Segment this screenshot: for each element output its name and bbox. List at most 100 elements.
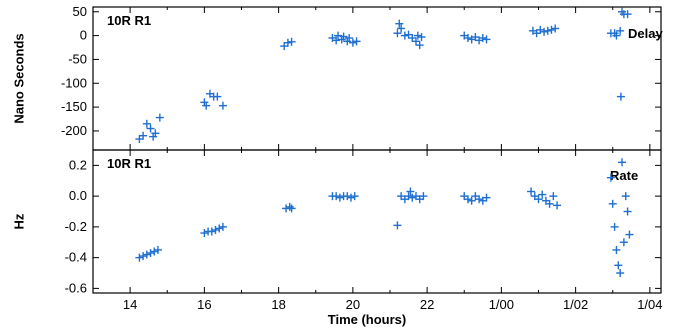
data-point bbox=[538, 190, 547, 199]
data-point bbox=[335, 193, 344, 202]
plot-frame bbox=[92, 149, 662, 294]
data-point bbox=[612, 31, 621, 40]
data-point bbox=[608, 199, 617, 208]
data-point bbox=[411, 37, 420, 46]
data-point bbox=[397, 24, 406, 33]
data-point bbox=[482, 35, 491, 44]
data-point bbox=[345, 33, 354, 42]
data-point bbox=[393, 29, 402, 38]
data-point bbox=[482, 193, 491, 202]
data-point bbox=[287, 204, 296, 213]
data-point bbox=[616, 92, 625, 101]
data-point bbox=[536, 25, 545, 34]
data-point bbox=[543, 26, 552, 35]
data-point bbox=[287, 37, 296, 46]
data-point bbox=[475, 195, 484, 204]
data-point bbox=[343, 192, 352, 201]
panel-rate: 0.2 0.0 -0.2 -0.4 -0.6 14 16 18 20 22 1/00 1/02 1/04… bbox=[11, 149, 663, 327]
data-point bbox=[142, 250, 151, 259]
y-tick-label: -0.2 bbox=[65, 219, 87, 234]
x-tick-label: 16 bbox=[197, 297, 211, 312]
panel-delay: 50 0 -50 -100 -150 -200 Nano Seconds 10R R1 Dela… bbox=[11, 4, 663, 151]
x-tick-label: 1/04 bbox=[637, 297, 662, 312]
data-point bbox=[283, 38, 292, 47]
y-tick-label: -100 bbox=[61, 75, 87, 90]
data-point bbox=[207, 227, 216, 236]
data-point bbox=[606, 173, 615, 182]
data-point bbox=[285, 202, 294, 211]
data-point bbox=[400, 31, 409, 40]
data-point bbox=[139, 131, 148, 140]
data-point bbox=[545, 199, 554, 208]
x-tick-label: 22 bbox=[420, 297, 434, 312]
data-point bbox=[616, 269, 625, 278]
x-axis-title: Time (hours) bbox=[328, 312, 407, 327]
data-points bbox=[135, 158, 634, 278]
data-point bbox=[218, 222, 227, 231]
data-point bbox=[150, 247, 159, 256]
data-point bbox=[478, 33, 487, 42]
x-tick-label: 1/00 bbox=[489, 297, 514, 312]
panel-annotation: Delay bbox=[628, 26, 663, 41]
y-tick-label: -0.6 bbox=[65, 280, 87, 295]
data-point bbox=[621, 192, 630, 201]
x-tick-label: 14 bbox=[123, 297, 137, 312]
plot-frame bbox=[92, 6, 662, 151]
y-tick-label: -200 bbox=[61, 123, 87, 138]
data-point bbox=[623, 10, 632, 19]
data-point bbox=[406, 187, 415, 196]
data-point bbox=[153, 245, 162, 254]
data-point bbox=[200, 229, 209, 238]
panel-title: 10R R1 bbox=[107, 13, 151, 28]
data-point bbox=[625, 230, 634, 239]
data-point bbox=[553, 201, 562, 210]
x-tick-label: 20 bbox=[346, 297, 360, 312]
data-point bbox=[352, 37, 361, 46]
data-point bbox=[547, 25, 556, 34]
data-point bbox=[395, 19, 404, 28]
x-tick-label: 1/02 bbox=[563, 297, 588, 312]
data-point bbox=[155, 113, 164, 122]
data-point bbox=[619, 238, 628, 247]
x-tick-label: 18 bbox=[271, 297, 285, 312]
data-point bbox=[218, 101, 227, 110]
data-point bbox=[612, 245, 621, 254]
y-tick-label: -0.4 bbox=[65, 250, 87, 265]
data-point bbox=[334, 31, 343, 40]
data-point bbox=[332, 36, 341, 45]
data-point bbox=[202, 101, 211, 110]
data-point bbox=[463, 195, 472, 204]
data-point bbox=[215, 224, 224, 233]
data-point bbox=[151, 129, 160, 138]
panel-title: 10R R1 bbox=[107, 156, 151, 171]
data-point bbox=[142, 119, 151, 128]
data-point bbox=[467, 196, 476, 205]
data-point bbox=[404, 192, 413, 201]
data-point bbox=[348, 38, 357, 47]
y-tick-label: 0.2 bbox=[69, 157, 87, 172]
data-point bbox=[415, 41, 424, 50]
y-tick-label: -50 bbox=[68, 51, 87, 66]
data-point bbox=[618, 158, 627, 167]
data-point bbox=[350, 192, 359, 201]
data-point bbox=[135, 253, 144, 262]
data-point bbox=[413, 31, 422, 40]
data-point bbox=[393, 221, 402, 230]
y-tick-label: 50 bbox=[73, 4, 87, 19]
data-point bbox=[614, 261, 623, 270]
y-tick-label: 0.0 bbox=[69, 188, 87, 203]
data-point bbox=[339, 32, 348, 41]
data-point bbox=[408, 193, 417, 202]
data-point bbox=[623, 207, 632, 216]
data-point bbox=[213, 92, 222, 101]
data-point bbox=[332, 192, 341, 201]
y-tick-label: 0 bbox=[80, 28, 87, 43]
data-point bbox=[527, 187, 536, 196]
data-point bbox=[417, 33, 426, 42]
panel-annotation: Rate bbox=[610, 168, 638, 183]
data-point bbox=[610, 222, 619, 231]
data-point bbox=[534, 195, 543, 204]
y-tick-label: -150 bbox=[61, 99, 87, 114]
